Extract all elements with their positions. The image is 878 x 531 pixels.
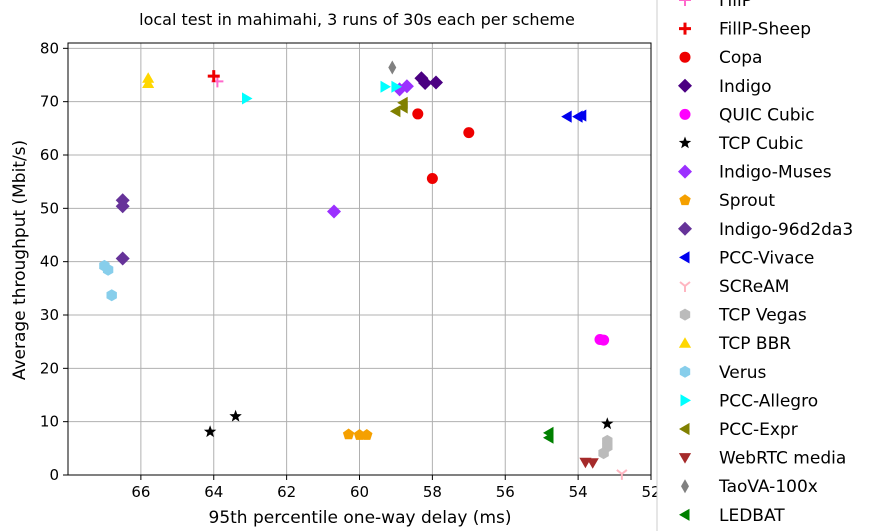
data-point-indigo [418,76,433,90]
legend-marker-verus [679,365,691,378]
legend-marker-sprout [679,194,691,206]
data-point-ledbat [543,431,554,444]
data-point-copa [412,108,424,120]
legend-label-verus: Verus [719,363,767,383]
data-point-verus [106,289,117,302]
data-point-tcp-bbr [142,72,155,83]
legend-marker-tcp-bbr [678,337,692,348]
legend-marker-pcc-expr [679,422,690,436]
legend-marker-copa [679,51,691,63]
x-tick-label: 62 [277,483,296,501]
legend-label-pcc-expr: PCC-Expr [719,420,798,440]
legend-label-tcp-bbr: TCP BBR [718,334,791,354]
data-point-sprout [353,429,366,440]
data-point-indigo-96d2da3 [115,251,130,266]
y-tick-label: 80 [40,39,59,57]
data-point-sprout [361,429,373,440]
data-points [99,60,628,480]
legend-label-quic-cubic: QUIC Cubic [719,105,815,125]
x-tick-label: 60 [350,483,369,501]
data-point-scream [616,469,628,480]
data-point-taova-100x [388,60,397,75]
data-point-tcp-cubic [601,417,614,430]
legend-box [656,0,878,531]
legend-label-pcc-allegro: PCC-Allegro [719,391,818,411]
y-tick-label: 20 [40,359,59,377]
data-point-indigo-muses [399,79,414,94]
data-point-indigo-96d2da3 [115,199,130,214]
legend-marker-fillp-sheep [679,22,691,35]
x-tick-label: 66 [131,483,150,501]
legend-marker-indigo-96d2da3 [678,221,692,236]
data-point-tcp-bbr [142,77,155,88]
legend-marker-scream [679,281,691,292]
data-point-copa [463,127,475,139]
legend-label-indigo-muses: Indigo-Muses [719,163,832,183]
legend-marker-webrtc-media [678,453,692,464]
legend-label-indigo: Indigo [719,77,772,97]
data-point-quic-cubic [598,334,610,346]
data-point-tcp-cubic [203,425,217,438]
legend: FillP FillP-Sheep Copa Indigo QUIC Cubic TCP … [656,0,878,531]
legend-label-scream: SCReAM [719,277,789,297]
data-point-pcc-allegro [380,80,391,93]
y-tick-label: 40 [40,253,59,271]
y-tick-label: 0 [49,466,59,484]
data-point-pcc-expr [389,105,401,118]
legend-label-fillp: FillP [719,0,752,11]
legend-label-tcp-cubic: TCP Cubic [718,134,803,154]
grid [68,43,652,476]
legend-label-webrtc-media: WebRTC media [719,449,846,469]
y-tick-label: 50 [40,199,59,217]
data-point-fillp-sheep [207,70,220,83]
data-point-indigo [429,75,443,90]
legend-label-indigo-96d2da3: Indigo-96d2da3 [719,220,853,240]
legend-marker-quic-cubic [679,108,691,120]
legend-label-copa: Copa [719,48,762,68]
y-tick-label: 60 [40,146,59,164]
x-tick-label: 52 [641,483,660,501]
y-axis-title: Average throughput (Mbit/s) [10,140,30,380]
legend-marker-indigo-muses [678,164,692,179]
legend-label-taova-100x: TaoVA-100x [718,477,818,497]
legend-marker-pcc-allegro [680,394,691,407]
data-point-sprout [342,428,355,440]
legend-marker-ledbat [679,508,690,521]
axis-ticks: 66 64 62 60 58 56 54 52 0 10 20 30 40 50 60 70 80 [40,39,661,501]
legend-label-pcc-vivace: PCC-Vivace [719,248,814,268]
legend-marker-fillp [679,0,691,6]
data-point-pcc-expr [397,96,408,109]
data-point-tcp-cubic [229,409,242,422]
legend-marker-tcp-cubic [678,136,692,149]
x-axis-title: 95th percentile one-way delay (ms) [209,508,512,528]
data-point-tcp-vegas [598,447,609,460]
y-tick-label: 70 [40,93,59,111]
x-tick-label: 54 [569,483,588,501]
x-tick-label: 56 [496,483,515,501]
data-point-pcc-allegro [242,92,253,105]
x-tick-label: 64 [204,483,223,501]
chart-title: local test in mahimahi, 3 runs of 30s ea… [139,10,575,29]
x-tick-label: 58 [423,483,442,501]
data-point-webrtc-media [586,458,599,469]
data-point-pcc-vivace [561,110,572,123]
legend-marker-indigo [678,78,692,93]
legend-label-ledbat: LEDBAT [719,506,785,526]
y-tick-label: 30 [40,306,59,324]
legend-label-tcp-vegas: TCP Vegas [718,306,807,326]
data-point-indigo-muses [327,204,341,219]
legend-label-sprout: Sprout [719,191,775,211]
data-point-pcc-allegro [391,80,402,93]
legend-marker-taova-100x [681,479,689,494]
data-point-verus [102,263,114,276]
y-tick-label: 10 [40,413,59,431]
legend-marker-tcp-vegas [679,308,691,321]
legend-marker-pcc-vivace [679,251,690,264]
data-point-pcc-vivace [575,109,587,122]
data-point-copa [426,172,438,184]
legend-label-fillp-sheep: FillP-Sheep [719,20,811,40]
